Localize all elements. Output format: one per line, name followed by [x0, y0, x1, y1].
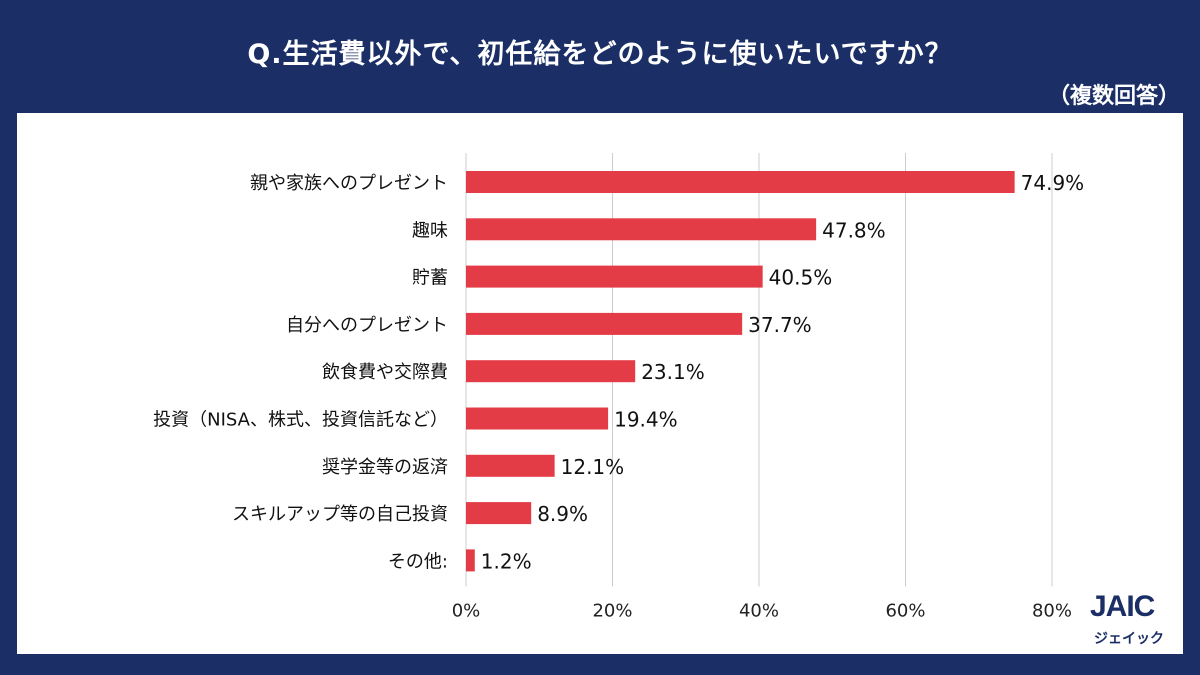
- x-tick-label: 40%: [739, 600, 779, 621]
- category-label: 貯蓄: [412, 268, 448, 289]
- logo-sub: ジェイック: [1094, 631, 1164, 647]
- bar: [466, 265, 763, 288]
- value-label: 40.5%: [769, 266, 833, 290]
- chart-title: Q.生活費以外で、初任給をどのように使いたいですか？: [247, 39, 953, 70]
- logo-mark: JAIC: [1090, 590, 1155, 623]
- bar: [466, 312, 743, 335]
- bar-chart: 0% 20% 40% 60% 80% 親や家族へのプレゼント 74.9% 趣味 47.8% 貯蓄 4…: [153, 153, 1085, 621]
- category-label: 奨学金等の返済: [322, 457, 448, 478]
- value-label: 23.1%: [641, 360, 705, 384]
- value-label: 47.8%: [822, 218, 886, 242]
- category-label: 飲食費や交際費: [322, 362, 448, 383]
- x-tick-label: 0%: [452, 600, 481, 621]
- value-label: 74.9%: [1021, 171, 1085, 195]
- bar: [466, 549, 475, 572]
- bar: [466, 407, 609, 430]
- value-label: 12.1%: [561, 455, 625, 479]
- category-label: その他:: [388, 551, 448, 572]
- category-label: 親や家族へのプレゼント: [250, 173, 448, 194]
- bar: [466, 360, 636, 383]
- chart-panel: 0% 20% 40% 60% 80% 親や家族へのプレゼント 74.9% 趣味 47.8% 貯蓄 4…: [17, 113, 1183, 654]
- bar: [466, 171, 1015, 193]
- bar: [466, 502, 532, 525]
- value-label: 1.2%: [481, 549, 532, 573]
- x-tick-label: 60%: [885, 600, 925, 621]
- x-tick-label: 20%: [592, 600, 632, 621]
- category-label: 投資（NISA、株式、投資信託など）: [153, 410, 448, 431]
- jaic-logo: JAIC ジェイック: [1090, 590, 1185, 650]
- value-label: 19.4%: [614, 408, 678, 432]
- category-label: スキルアップ等の自己投資: [232, 504, 448, 525]
- category-label: 趣味: [412, 220, 448, 241]
- category-label: 自分へのプレゼント: [286, 315, 448, 336]
- x-tick-label: 80%: [1032, 600, 1072, 621]
- chart-subtitle: （複数回答）: [1047, 84, 1180, 109]
- bar: [466, 218, 817, 241]
- value-label: 8.9%: [537, 502, 588, 526]
- value-label: 37.7%: [748, 313, 812, 337]
- bar: [466, 454, 555, 477]
